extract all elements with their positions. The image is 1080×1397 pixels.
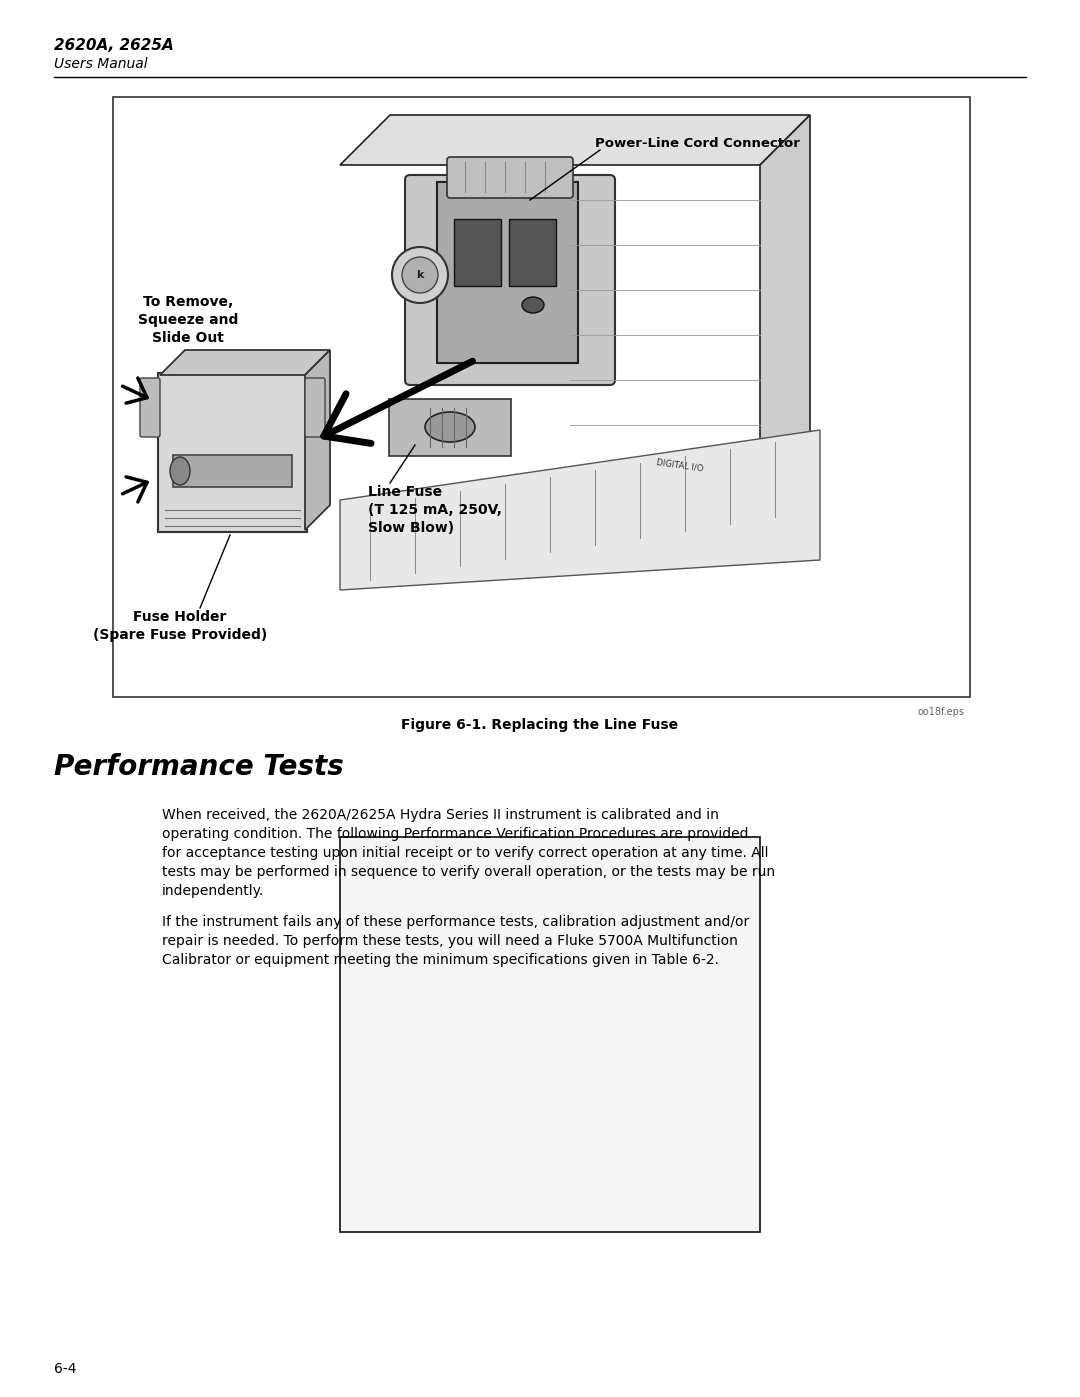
Text: for acceptance testing upon initial receipt or to verify correct operation at an: for acceptance testing upon initial rece… [162, 847, 769, 861]
Polygon shape [340, 837, 760, 1232]
FancyArrowPatch shape [324, 362, 473, 443]
Ellipse shape [522, 298, 544, 313]
Text: 2620A, 2625A: 2620A, 2625A [54, 38, 174, 53]
Text: repair is needed. To perform these tests, you will need a Fluke 5700A Multifunct: repair is needed. To perform these tests… [162, 935, 738, 949]
Text: (T 125 mA, 250V,: (T 125 mA, 250V, [368, 503, 502, 517]
FancyBboxPatch shape [389, 400, 511, 455]
Text: When received, the 2620A/2625A Hydra Series II instrument is calibrated and in: When received, the 2620A/2625A Hydra Ser… [162, 807, 719, 821]
FancyBboxPatch shape [140, 379, 160, 437]
Text: (Spare Fuse Provided): (Spare Fuse Provided) [93, 629, 267, 643]
FancyBboxPatch shape [405, 175, 615, 386]
Polygon shape [340, 115, 810, 165]
Text: Fuse Holder: Fuse Holder [133, 610, 227, 624]
Text: Users Manual: Users Manual [54, 57, 148, 71]
Text: Figure 6-1. Replacing the Line Fuse: Figure 6-1. Replacing the Line Fuse [402, 718, 678, 732]
FancyBboxPatch shape [437, 182, 578, 363]
FancyBboxPatch shape [173, 455, 292, 488]
Text: Slide Out: Slide Out [152, 331, 224, 345]
FancyBboxPatch shape [447, 156, 573, 198]
Polygon shape [760, 115, 810, 560]
Polygon shape [305, 351, 330, 529]
FancyBboxPatch shape [305, 379, 325, 437]
Text: Slow Blow): Slow Blow) [368, 521, 454, 535]
Text: operating condition. The following Performance Verification Procedures are provi: operating condition. The following Perfo… [162, 827, 748, 841]
Text: Power-Line Cord Connector: Power-Line Cord Connector [595, 137, 800, 149]
Text: Calibrator or equipment meeting the minimum specifications given in Table 6-2.: Calibrator or equipment meeting the mini… [162, 953, 719, 967]
FancyBboxPatch shape [509, 219, 556, 286]
Text: Squeeze and: Squeeze and [138, 313, 239, 327]
Polygon shape [340, 430, 820, 590]
Text: DIGITAL I/O: DIGITAL I/O [656, 457, 704, 472]
Ellipse shape [170, 457, 190, 485]
Text: If the instrument fails any of these performance tests, calibration adjustment a: If the instrument fails any of these per… [162, 915, 750, 929]
FancyBboxPatch shape [113, 96, 970, 697]
Text: To Remove,: To Remove, [143, 295, 233, 309]
Ellipse shape [426, 412, 475, 441]
Circle shape [402, 257, 438, 293]
Polygon shape [160, 351, 330, 374]
FancyBboxPatch shape [158, 373, 307, 532]
Text: independently.: independently. [162, 884, 265, 898]
FancyBboxPatch shape [454, 219, 501, 286]
FancyArrowPatch shape [122, 379, 147, 404]
Text: k: k [416, 270, 423, 279]
Text: Line Fuse: Line Fuse [368, 485, 442, 499]
Text: 6-4: 6-4 [54, 1362, 77, 1376]
Text: tests may be performed in sequence to verify overall operation, or the tests may: tests may be performed in sequence to ve… [162, 865, 775, 879]
Text: Performance Tests: Performance Tests [54, 753, 343, 781]
Text: oo18f.eps: oo18f.eps [918, 707, 966, 717]
Circle shape [392, 247, 448, 303]
FancyArrowPatch shape [122, 476, 147, 502]
